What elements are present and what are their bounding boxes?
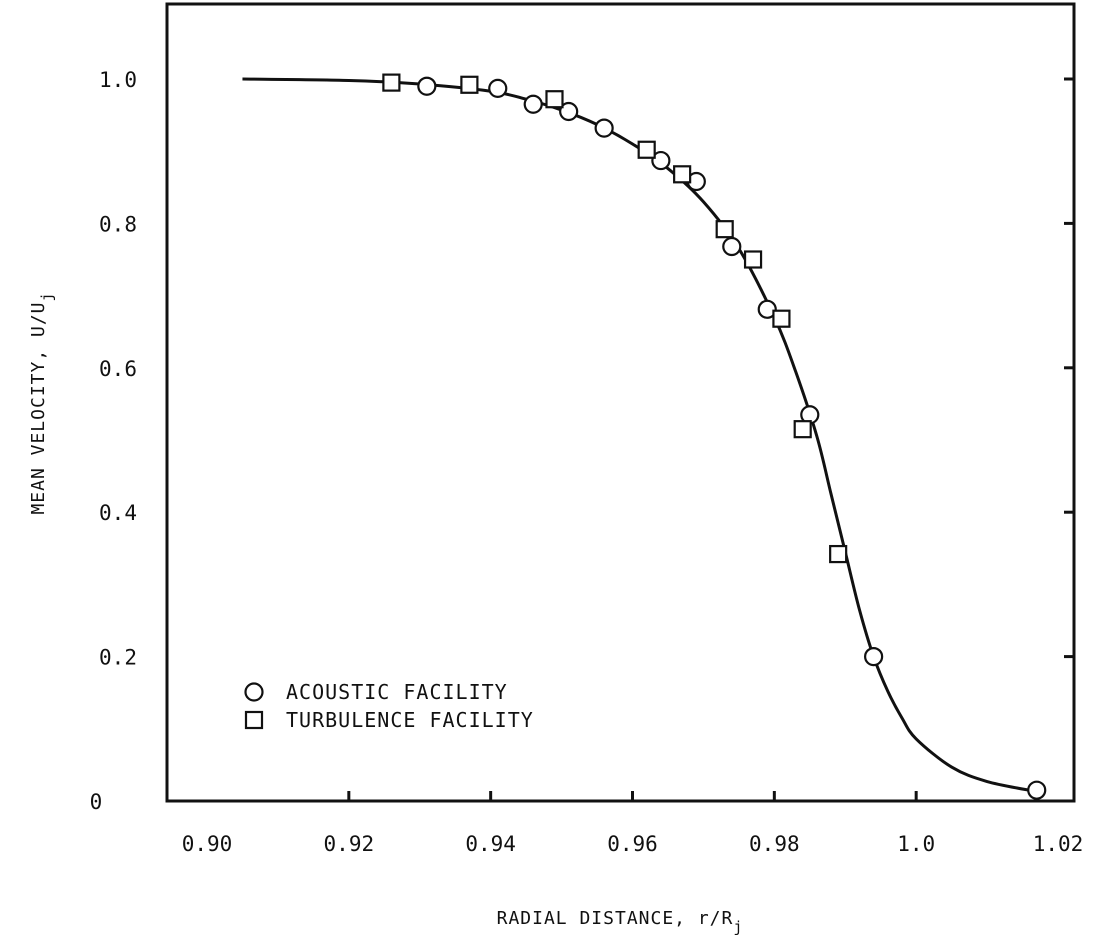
acoustic-point [1027, 780, 1047, 800]
acoustic-point [523, 94, 543, 114]
x-tick-label: 0.92 [324, 832, 375, 856]
ticks [347, 77, 1074, 801]
y-tick-label: 0.8 [99, 212, 137, 236]
y-axis-label: MEAN VELOCITY, U/Uj [28, 291, 56, 514]
x-tick-label: 0.96 [607, 832, 658, 856]
x-tick-label: 0.94 [465, 832, 516, 856]
turbulence-point [772, 309, 791, 328]
legend-square-icon [244, 710, 264, 730]
acoustic-point [757, 299, 777, 319]
legend-circle-icon [244, 682, 264, 702]
acoustic-point [559, 101, 579, 122]
acoustic-point [488, 78, 508, 98]
plot-frame [165, 2, 1076, 803]
legend: ACOUSTIC FACILITY TURBULENCE FACILITY [244, 680, 534, 732]
turbulence-point [637, 140, 656, 159]
y-tick-label: 0.6 [99, 357, 137, 381]
acoustic-point [417, 76, 437, 96]
acoustic-point [864, 646, 884, 667]
turbulence-point [673, 165, 692, 184]
tick-labels: 0.90 0.92 0.94 0.96 0.98 1.0 1.02 0 0.2 0.4 0.6 0.8… [90, 68, 1084, 856]
y-tick-label: 0.2 [99, 646, 137, 670]
x-tick-label: 1.0 [897, 832, 935, 856]
turbulence-point [743, 250, 763, 269]
turbulence-point [793, 420, 812, 439]
turbulence-point [382, 73, 401, 92]
acoustic-point [594, 118, 614, 138]
y-tick-label: 0 [90, 790, 103, 814]
y-tick-label: 0.4 [99, 501, 137, 525]
y-tick-label: 1.0 [99, 68, 137, 92]
turbulence-point [545, 90, 564, 109]
fit-curve [242, 77, 1038, 794]
x-tick-label: 0.90 [182, 832, 233, 856]
x-axis-label: RADIAL DISTANCE, r/Rj [497, 908, 744, 936]
legend-label: TURBULENCE FACILITY [286, 708, 534, 732]
acoustic-point [651, 150, 671, 171]
legend-label: ACOUSTIC FACILITY [286, 680, 508, 704]
markers [382, 73, 1047, 800]
turbulence-point [829, 544, 848, 564]
turbulence-point [460, 75, 479, 94]
x-tick-label: 0.98 [749, 832, 800, 856]
turbulence-point [715, 220, 734, 239]
x-tick-label: 1.02 [1033, 832, 1084, 856]
acoustic-point [722, 236, 742, 257]
